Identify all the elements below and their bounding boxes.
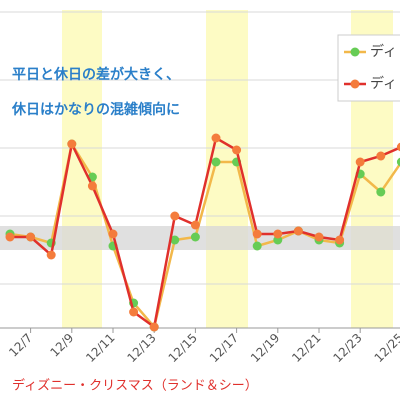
data-point — [149, 322, 159, 332]
data-point — [5, 232, 15, 242]
x-tick-label: 12/11 — [83, 331, 117, 365]
data-point — [211, 133, 221, 143]
data-point — [67, 139, 77, 149]
footer: ディズニー・クリスマス（ランド＆シー） — [12, 378, 258, 394]
data-point — [376, 187, 386, 197]
data-point — [190, 232, 200, 242]
legend-marker — [350, 47, 360, 57]
x-tick-label: 12/21 — [289, 331, 323, 365]
data-point — [46, 250, 56, 260]
x-tick-label: 12/7 — [6, 331, 35, 360]
data-point — [232, 145, 242, 155]
data-point — [396, 142, 400, 152]
data-point — [190, 220, 200, 230]
data-point — [355, 157, 365, 167]
data-point — [211, 157, 221, 167]
x-tick-label: 12/25 — [372, 331, 400, 365]
x-tick-label: 12/13 — [124, 331, 158, 365]
data-point — [252, 229, 262, 239]
x-tick-label: 12/9 — [47, 331, 76, 360]
weekend-band — [62, 10, 102, 328]
annotation: 休日はかなりの混雑傾向に — [11, 101, 180, 118]
data-point — [396, 157, 400, 167]
data-point — [376, 151, 386, 161]
data-point — [273, 229, 283, 239]
data-point — [26, 232, 36, 242]
legend-marker — [350, 79, 360, 89]
x-tick-label: 12/17 — [207, 331, 241, 365]
data-point — [129, 307, 139, 317]
data-point — [335, 235, 345, 245]
x-tick-label: 12/19 — [248, 331, 282, 365]
annotation: 平日と休日の差が大きく、 — [12, 66, 180, 83]
x-tick-label: 12/23 — [330, 331, 364, 365]
data-point — [87, 181, 97, 191]
legend-label: ディ — [370, 43, 397, 60]
data-point — [293, 226, 303, 236]
legend — [337, 34, 400, 102]
data-point — [252, 241, 262, 251]
data-point — [170, 211, 180, 221]
data-point — [108, 229, 118, 239]
data-point — [314, 232, 324, 242]
data-point — [170, 235, 180, 245]
legend-label: ディ — [370, 75, 397, 92]
x-tick-label: 12/15 — [166, 331, 200, 365]
